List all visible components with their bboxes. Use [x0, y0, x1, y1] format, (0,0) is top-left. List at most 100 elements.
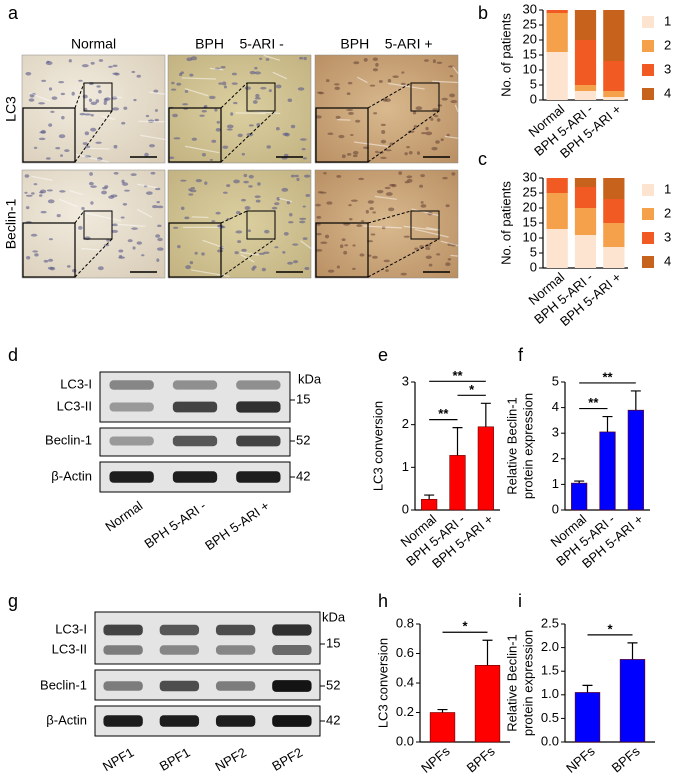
nucleus [324, 234, 330, 239]
nucleus [282, 132, 289, 136]
nucleus [294, 174, 299, 178]
error-bar [574, 480, 585, 484]
bar [574, 692, 601, 743]
bar-segment [574, 40, 597, 85]
nucleus [84, 113, 91, 116]
nucleus [244, 86, 252, 90]
nucleus [412, 110, 417, 115]
bar-segment [574, 85, 597, 91]
nucleus [108, 65, 113, 68]
nucleus [216, 120, 220, 124]
nucleus [121, 121, 126, 125]
nucleus [352, 150, 359, 155]
nucleus [113, 171, 119, 175]
band [272, 645, 312, 655]
band [236, 380, 281, 390]
nucleus [299, 56, 304, 60]
nucleus [226, 124, 234, 129]
nucleus [346, 152, 352, 156]
bar-segment [603, 97, 625, 100]
nucleus [233, 179, 240, 184]
nucleus [220, 65, 226, 69]
legend-label: 1 [664, 13, 671, 28]
nucleus [369, 207, 374, 211]
legend-swatch [642, 16, 654, 28]
zoom-box [410, 210, 440, 240]
nucleus [141, 254, 145, 257]
nucleus [281, 187, 289, 192]
nucleus [46, 189, 53, 192]
nucleus [341, 154, 346, 159]
bar [477, 426, 494, 511]
legend-label: 1 [664, 181, 671, 196]
panel-label: h [378, 591, 388, 611]
marker-label: 15 [326, 635, 340, 650]
nucleus [90, 61, 95, 65]
nucleus [248, 174, 254, 179]
nucleus [400, 272, 407, 276]
nucleus [375, 62, 379, 67]
nucleus [154, 109, 159, 112]
bar-segment [546, 193, 568, 229]
band [236, 435, 281, 447]
nucleus [406, 175, 413, 179]
nucleus [406, 146, 411, 149]
blot-row-label: Beclin-1 [45, 432, 92, 447]
blot-box [94, 611, 321, 665]
nucleus [406, 178, 413, 183]
bar [599, 431, 616, 511]
fiber [86, 147, 110, 150]
nucleus [84, 131, 90, 136]
nucleus [348, 111, 354, 115]
nucleus [237, 240, 242, 244]
zoom-line [367, 238, 440, 278]
nucleus [124, 189, 130, 192]
column-header: Normal [71, 36, 116, 52]
nucleus [88, 98, 93, 103]
nucleus [347, 81, 353, 85]
nucleus [84, 145, 91, 149]
y-tick-label: 0.4 [396, 674, 414, 689]
error-bar [437, 708, 448, 713]
bar-segment [546, 13, 568, 52]
nucleus [190, 187, 196, 190]
nucleus [435, 140, 440, 144]
panel-label: e [378, 345, 388, 365]
legend-swatch [642, 232, 654, 244]
fiber [31, 175, 53, 181]
nucleus [112, 64, 118, 68]
fiber [240, 251, 260, 256]
nucleus [353, 61, 360, 65]
bar-segment [546, 52, 568, 100]
significance-label: ** [438, 406, 449, 421]
nucleus [226, 184, 231, 188]
inset [22, 222, 76, 278]
zoom-line [74, 210, 85, 224]
zoom-line [220, 82, 248, 109]
nucleus [388, 207, 395, 212]
nucleus [96, 85, 101, 88]
nucleus [156, 200, 160, 204]
nucleus [316, 232, 322, 236]
panel-label: c [478, 149, 487, 169]
nucleus [323, 172, 327, 175]
nucleus [339, 244, 344, 249]
legend-swatch [642, 88, 654, 100]
nucleus [101, 190, 107, 195]
nucleus [184, 216, 190, 220]
legend-swatch [642, 208, 654, 220]
nucleus [110, 194, 118, 198]
nucleus [420, 204, 427, 208]
zoom-box [83, 82, 113, 112]
nucleus [68, 59, 72, 63]
nucleus [81, 207, 85, 210]
nucleus [32, 250, 39, 253]
nucleus [420, 174, 425, 178]
y-axis-label: Relative Beclin-1 [504, 397, 519, 495]
band [272, 715, 312, 727]
y-tick-label: 1 [402, 459, 409, 474]
fiber [69, 190, 84, 196]
nucleus [144, 152, 149, 157]
fiber [148, 91, 166, 95]
band [109, 436, 154, 446]
